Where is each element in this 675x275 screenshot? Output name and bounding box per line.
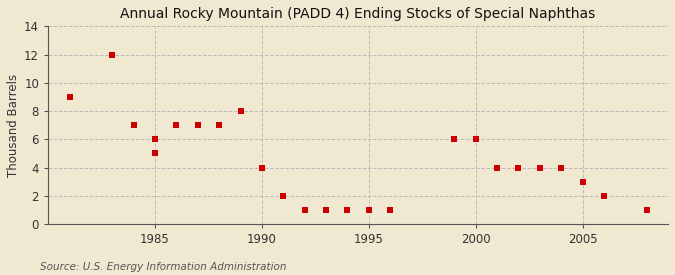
Point (150, 151, 161, 156)
Point (599, 194, 610, 198)
Point (278, 194, 289, 198)
Point (192, 123, 203, 127)
Point (641, 208, 652, 212)
Point (235, 109, 246, 113)
Point (470, 137, 481, 141)
Point (577, 180, 588, 184)
Point (449, 137, 460, 141)
Y-axis label: Thousand Barrels: Thousand Barrels (7, 74, 20, 177)
Title: Annual Rocky Mountain (PADD 4) Ending Stocks of Special Naphthas: Annual Rocky Mountain (PADD 4) Ending St… (120, 7, 596, 21)
Point (256, 165, 267, 170)
Point (128, 123, 139, 127)
Point (342, 208, 353, 212)
Text: Source: U.S. Energy Information Administration: Source: U.S. Energy Information Administ… (40, 262, 287, 272)
Point (535, 165, 545, 170)
Point (321, 208, 331, 212)
Point (64, 95, 75, 99)
Point (171, 123, 182, 127)
Point (363, 208, 374, 212)
Point (107, 52, 117, 57)
Point (513, 165, 524, 170)
Point (491, 165, 502, 170)
Point (299, 208, 310, 212)
Point (150, 137, 161, 141)
Point (385, 208, 396, 212)
Point (214, 123, 225, 127)
Point (342, 208, 353, 212)
Point (556, 165, 566, 170)
